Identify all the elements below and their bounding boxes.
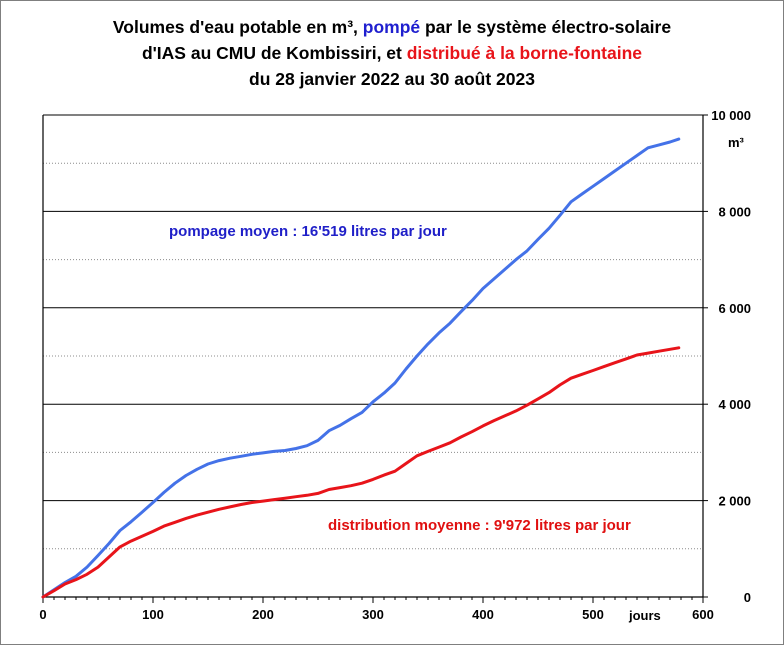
x-tick-label: 500 [582,607,604,622]
y-tick-label: 6 000 [718,301,751,316]
x-tick-label: 200 [252,607,274,622]
title-line1-before: Volumes d'eau potable en m³, [113,17,363,37]
chart-title-line-1: Volumes d'eau potable en m³, pompé par l… [113,17,671,37]
axes [42,114,708,603]
x-tick-label: 400 [472,607,494,622]
title-pumped-word: pompé [363,17,421,37]
x-tick-label: 300 [362,607,384,622]
series-line-distributed [41,346,681,599]
chart-title: Volumes d'eau potable en m³, pompé par l… [113,17,671,89]
x-axis-unit-label: jours [628,608,661,623]
pumping-average-annotation: pompage moyen : 16'519 litres par jour [169,223,447,240]
series-lines [41,137,681,599]
y-tick-label: 8 000 [718,204,751,219]
y-tick-label: 10 000 [711,108,751,123]
series-line-pumped [41,137,681,599]
chart-title-line-2: d'IAS au CMU de Kombissiri, et distribué… [142,43,642,63]
x-tick-label: 0 [39,607,46,622]
chart-title-line-3: du 28 janvier 2022 au 30 août 2023 [249,69,535,89]
title-line1-after: par le système électro-solaire [420,17,671,37]
tick-labels: 0 100 200 300 400 500 600 0 2 000 4 000 6 000 8 000… [39,108,751,622]
distribution-average-annotation: distribution moyenne : 9'972 litres par … [328,517,631,534]
title-line2-before: d'IAS au CMU de Kombissiri, et [142,43,407,63]
title-distributed-phrase: distribué à la borne-fontaine [407,43,643,63]
y-tick-label: 0 [744,590,751,605]
y-tick-label: 4 000 [718,397,751,412]
x-tick-label: 100 [142,607,164,622]
x-tick-label: 600 [692,607,714,622]
y-tick-label: 2 000 [718,494,751,509]
y-axis-unit-label: m³ [728,135,745,150]
